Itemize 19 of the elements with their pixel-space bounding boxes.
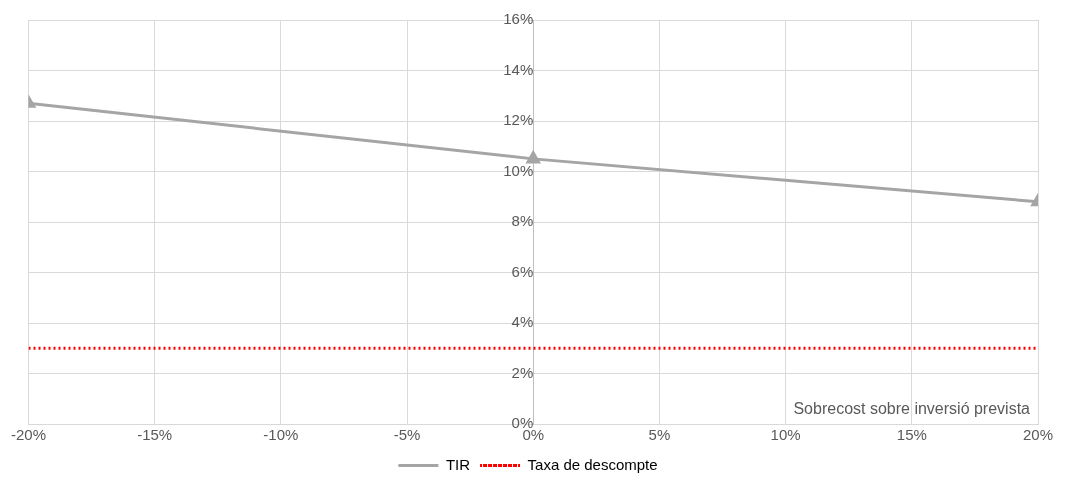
y-tick-label: 12% <box>503 111 534 129</box>
x-tick-label: -10% <box>263 426 299 444</box>
y-tick-label: 6% <box>511 262 534 280</box>
y-tick-label: 2% <box>511 363 534 381</box>
y-tick-label: 16% <box>503 10 534 28</box>
x-tick-label: 5% <box>648 426 671 444</box>
x-tick-label: 15% <box>896 426 927 444</box>
y-tick-label: 14% <box>503 60 534 78</box>
legend-label: Taxa de descompte <box>527 455 658 473</box>
x-tick-label: 20% <box>1022 426 1054 444</box>
x-tick-label: -20% <box>10 426 47 444</box>
x-tick-label: 10% <box>770 426 801 444</box>
x-axis-title: Sobrecost sobre inversió prevista <box>793 400 1031 418</box>
x-tick-label: -15% <box>137 426 173 444</box>
x-tick-label: -5% <box>393 426 421 444</box>
y-tick-label: 4% <box>511 313 534 331</box>
y-tick-label: 8% <box>511 212 534 230</box>
y-tick-label: 10% <box>503 161 534 179</box>
legend-label: TIR <box>445 455 471 473</box>
